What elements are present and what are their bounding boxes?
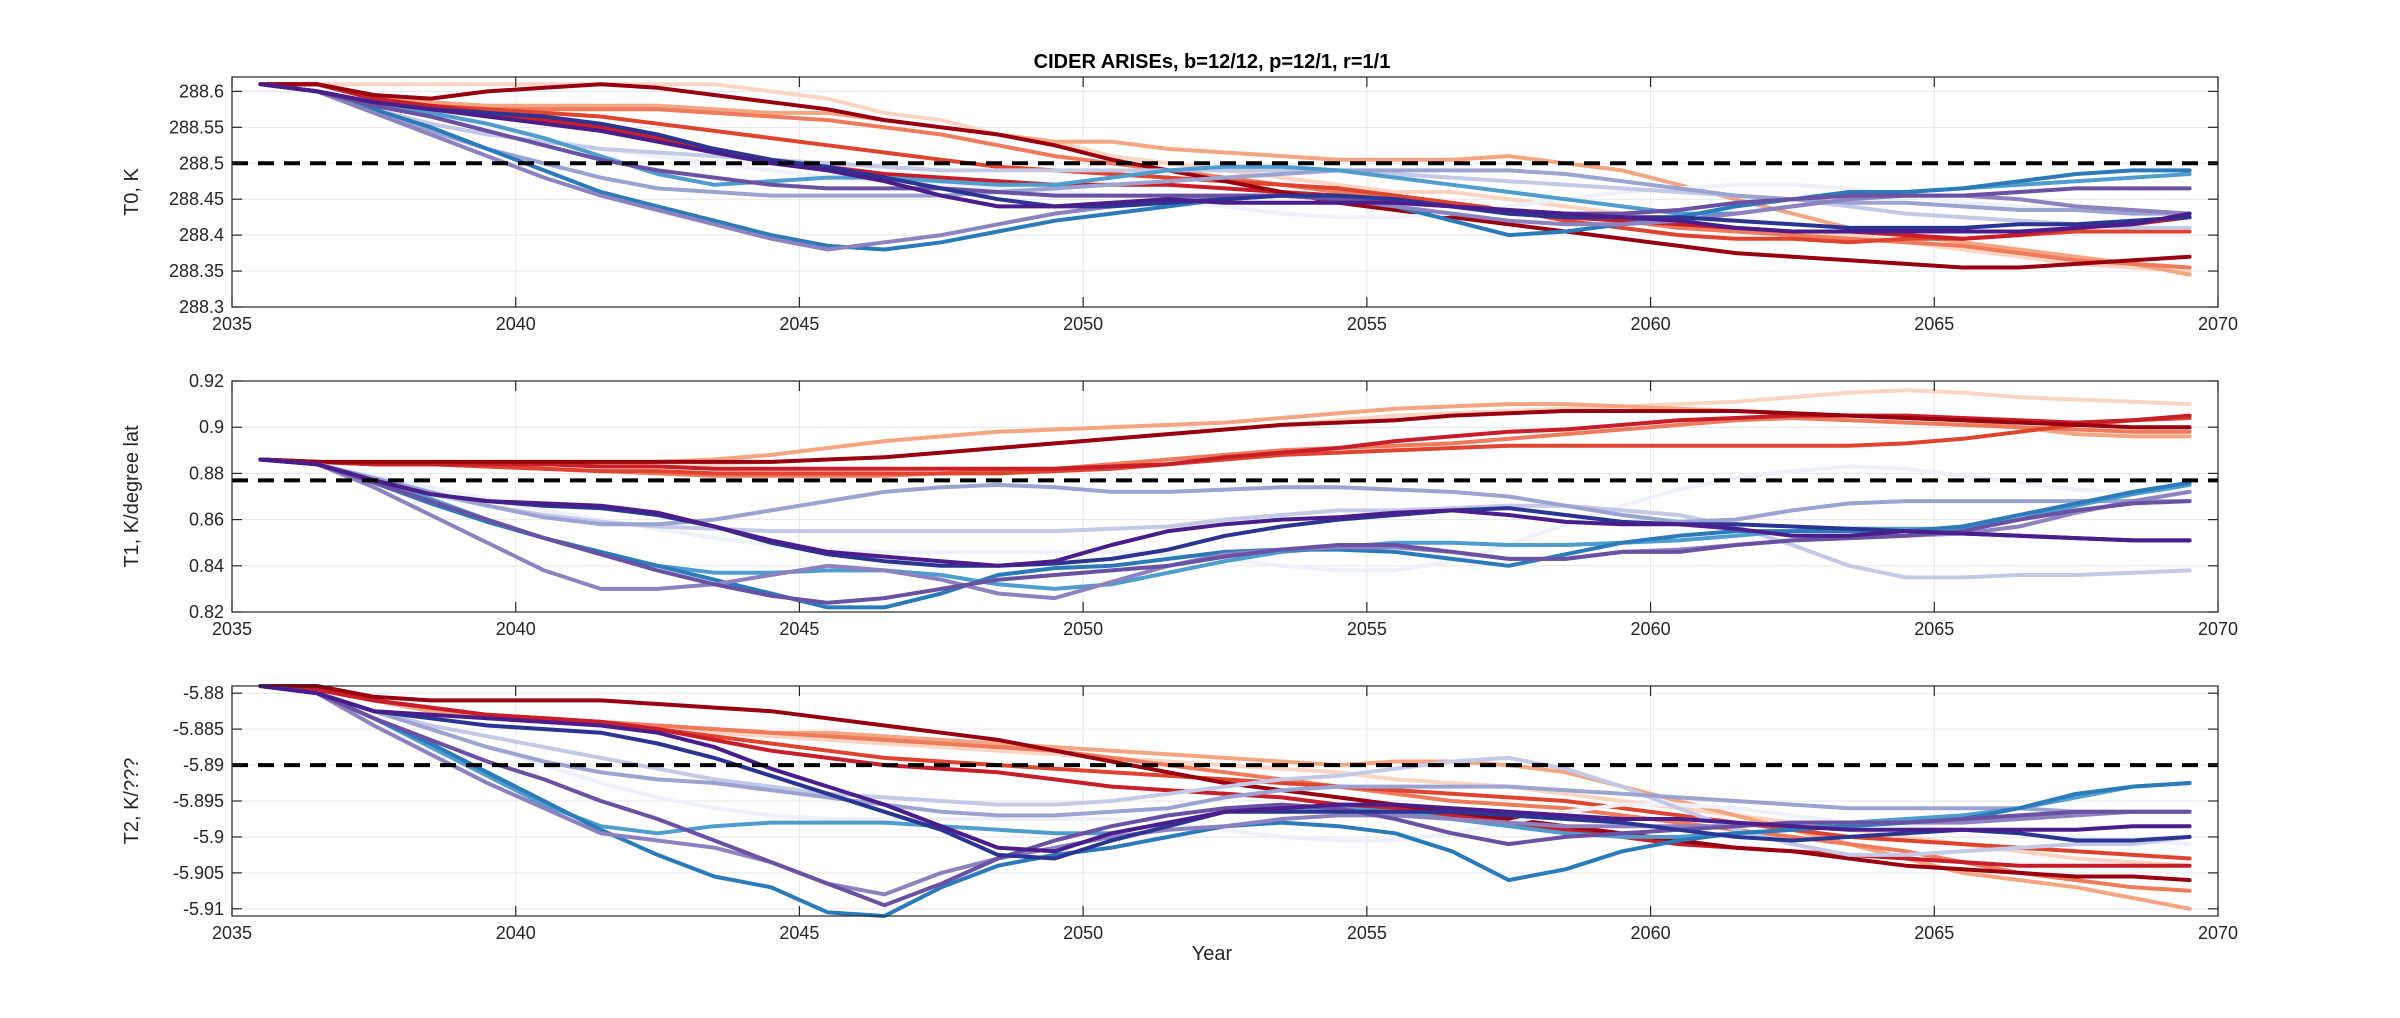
y-axis-label: T1, K/degree lat [121, 425, 143, 568]
y-tick-label: -5.905 [173, 863, 224, 883]
series-line-9 [258, 82, 2192, 216]
x-tick-label: 2045 [779, 619, 819, 639]
x-tick-label: 2035 [212, 923, 252, 943]
y-tick-label: -5.91 [183, 899, 224, 919]
panel-1: 2035 2040 2045 2050 2055 2060 2065 2070 288.3 288… [121, 76, 2238, 334]
panel-3: 2035 2040 2045 2050 2055 2060 2065 2070 -5.91 -5.… [121, 683, 2238, 943]
y-tick-label: 288.5 [179, 153, 224, 173]
series-line-13 [258, 457, 2192, 605]
y-tick-label: 288.35 [169, 261, 224, 281]
series-line-8 [258, 684, 2192, 857]
y-tick-label: 0.84 [189, 556, 224, 576]
series-line-6 [258, 82, 2192, 270]
series-line-9 [258, 457, 2192, 527]
series-line-8 [258, 82, 2192, 230]
series-line-7 [258, 457, 2192, 573]
x-tick-label: 2040 [496, 923, 536, 943]
y-tick-label: 0.86 [189, 510, 224, 530]
series-line-13 [258, 82, 2192, 216]
axes-frame [231, 380, 2219, 613]
series-line-6 [258, 684, 2192, 883]
y-tick-label: 288.3 [179, 297, 224, 317]
x-tick-label: 2050 [1063, 619, 1103, 639]
series-line-9 [258, 684, 2192, 818]
x-tick-label: 2055 [1347, 314, 1387, 334]
x-tick-label: 2035 [212, 314, 252, 334]
axes-frame [231, 76, 2219, 308]
panel-2: 2035 2040 2045 2050 2055 2060 2065 2070 0.82 0.84… [121, 371, 2238, 639]
y-tick-label: -5.89 [183, 755, 224, 775]
y-tick-label: 0.88 [189, 463, 224, 483]
series-line-6 [258, 409, 2192, 464]
series-line-15 [258, 457, 2192, 568]
y-tick-label: 0.92 [189, 371, 224, 391]
x-tick-label: 2045 [779, 923, 819, 943]
x-tick-label: 2070 [2198, 923, 2238, 943]
x-tick-label: 2050 [1063, 923, 1103, 943]
chart-title: CIDER ARISEs, b=12/12, p=12/1, r=1/1 [1034, 51, 1391, 73]
series-line-4 [258, 416, 2192, 476]
y-tick-label: 0.9 [199, 417, 224, 437]
x-tick-label: 2050 [1063, 314, 1103, 334]
x-tick-label: 2055 [1347, 923, 1387, 943]
series-line-14 [258, 82, 2192, 230]
y-tick-label: 288.4 [179, 225, 224, 245]
x-tick-label: 2070 [2198, 314, 2238, 334]
series-line-13 [258, 684, 2192, 908]
x-tick-label: 2040 [496, 314, 536, 334]
x-tick-label: 2055 [1347, 619, 1387, 639]
y-tick-label: -5.88 [183, 683, 224, 703]
y-tick-label: -5.9 [193, 827, 224, 847]
x-tick-label: 2045 [779, 314, 819, 334]
y-tick-label: -5.895 [173, 791, 224, 811]
series-line-14 [258, 457, 2192, 568]
x-tick-label: 2060 [1631, 923, 1671, 943]
x-tick-label: 2065 [1914, 619, 1954, 639]
x-tick-label: 2070 [2198, 619, 2238, 639]
x-tick-label: 2060 [1631, 314, 1671, 334]
x-axis-label: Year [1192, 943, 1233, 965]
y-tick-label: -5.885 [173, 719, 224, 739]
series-line-8 [258, 457, 2192, 580]
x-tick-label: 2060 [1631, 619, 1671, 639]
x-tick-label: 2065 [1914, 314, 1954, 334]
y-tick-label: 0.82 [189, 602, 224, 622]
series-line-15 [258, 684, 2192, 854]
y-tick-label: 288.55 [169, 117, 224, 137]
y-tick-label: 288.6 [179, 81, 224, 101]
x-tick-label: 2040 [496, 619, 536, 639]
y-axis-label: T0, K [121, 167, 143, 215]
y-tick-label: 288.45 [169, 189, 224, 209]
y-axis-label: T2, K/??? [121, 758, 143, 845]
x-tick-label: 2065 [1914, 923, 1954, 943]
x-tick-label: 2035 [212, 619, 252, 639]
series-line-15 [258, 82, 2192, 234]
